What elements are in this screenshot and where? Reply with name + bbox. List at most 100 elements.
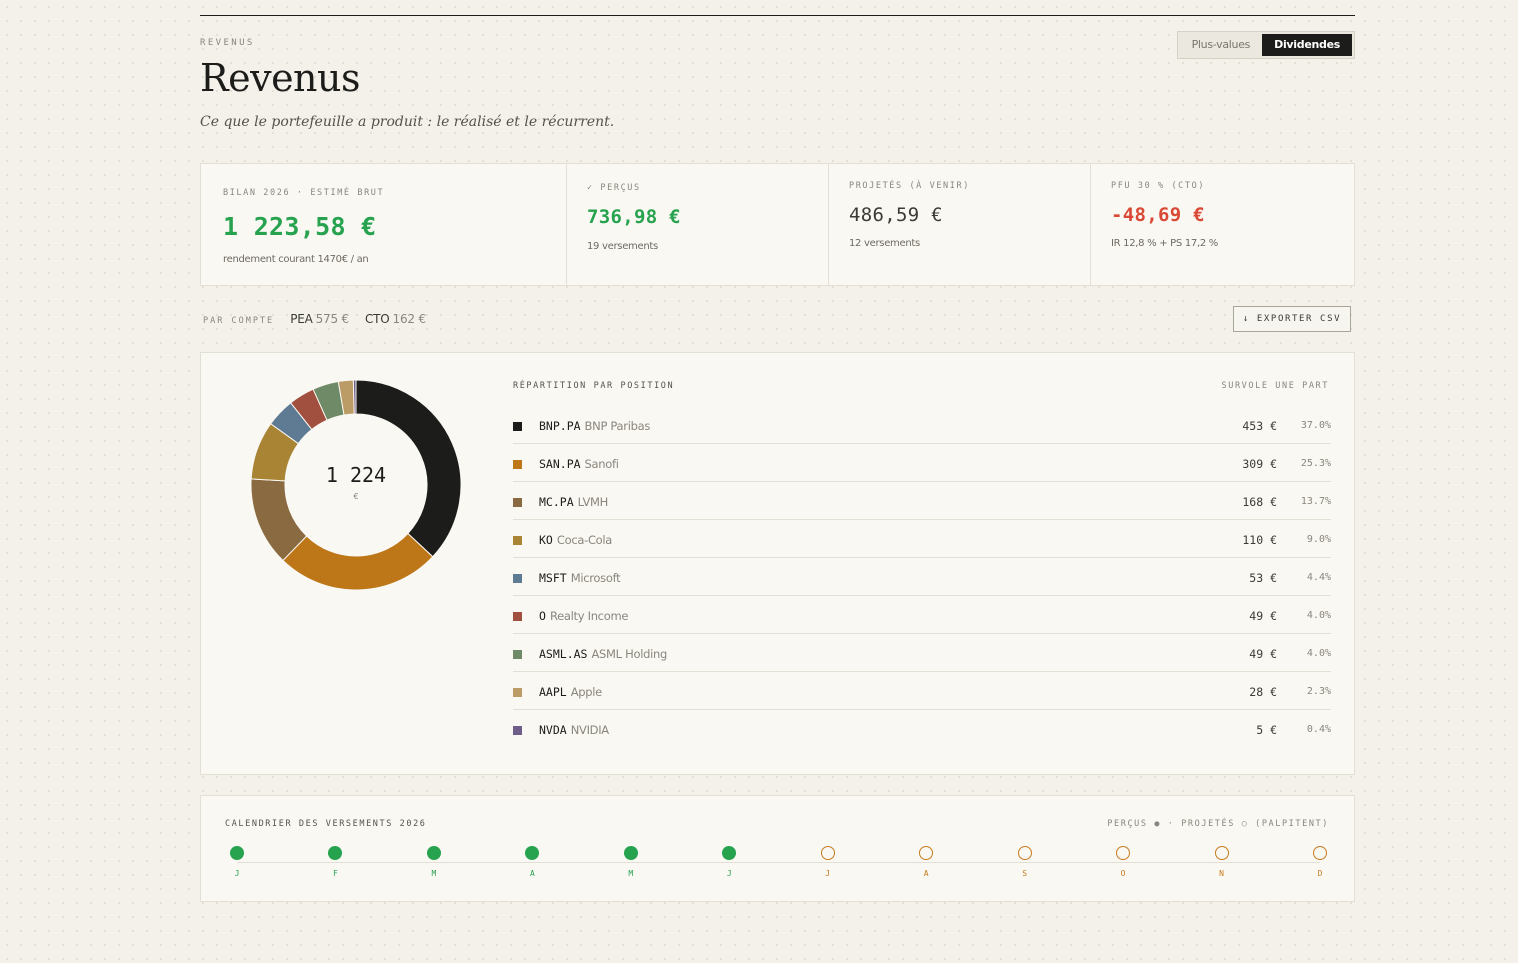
position-amount: 5 €	[1256, 723, 1277, 737]
position-name: Apple	[570, 685, 603, 699]
position-ticker: MSFT Microsoft	[539, 571, 621, 585]
position-pct: 13.7%	[1300, 496, 1331, 507]
account-pea[interactable]: PEA 575 €	[290, 312, 349, 326]
month-label: S	[1022, 869, 1028, 878]
calendar-line	[237, 862, 1320, 863]
position-amount: 453 €	[1242, 419, 1277, 433]
view-toggle: Plus-values Dividendes	[1176, 31, 1355, 59]
stat-label: PFU 30 % (CTO)	[1111, 181, 1206, 191]
account-cto[interactable]: CTO 162 €	[365, 312, 426, 326]
calendar-month[interactable]: N	[1202, 846, 1242, 878]
position-row[interactable]: AAPL Apple 28 € 2.3%	[513, 672, 1331, 710]
position-row[interactable]: KO Coca-Cola 110 € 9.0%	[513, 520, 1331, 558]
donut-unit: €	[353, 492, 359, 501]
account-amount: 162 €	[392, 312, 427, 326]
position-swatch	[513, 688, 522, 697]
stat-pfu: PFU 30 % (CTO) -48,69 € IR 12,8 % + PS 1…	[1091, 164, 1354, 285]
position-amount: 53 €	[1249, 571, 1277, 585]
stat-sub: 19 versements	[587, 241, 658, 252]
position-row[interactable]: MSFT Microsoft 53 € 4.4%	[513, 558, 1331, 596]
position-name: Realty Income	[549, 609, 629, 623]
position-swatch	[513, 650, 522, 659]
calendar-panel: CALENDRIER DES VERSEMENTS 2026 PERÇUS ● …	[200, 795, 1355, 902]
donut-slice[interactable]	[282, 532, 434, 591]
by-account: PAR COMPTE PEA 575 € CTO 162 €	[203, 312, 442, 326]
projected-dot-icon	[1214, 846, 1229, 860]
position-pct: 4.0%	[1306, 648, 1331, 659]
stat-value: 486,59 €	[849, 204, 943, 226]
calendar-month[interactable]: S	[1005, 846, 1045, 878]
paid-dot-icon	[623, 846, 638, 860]
repartition-hint: SURVOLE UNE PART	[1221, 381, 1329, 391]
calendar-month[interactable]: A	[906, 846, 946, 878]
account-name: CTO	[364, 312, 390, 326]
position-row[interactable]: ASML.AS ASML Holding 49 € 4.0%	[513, 634, 1331, 672]
stat-value: 1 223,58 €	[223, 212, 377, 241]
stat-label: BILAN 2026 · ESTIMÉ BRUT	[223, 188, 385, 198]
toggle-plus-values[interactable]: Plus-values	[1191, 38, 1251, 51]
position-pct: 37.0%	[1300, 420, 1331, 431]
paid-dot-icon	[722, 846, 737, 860]
position-amount: 49 €	[1249, 647, 1277, 661]
toggle-dividendes[interactable]: Dividendes	[1262, 34, 1352, 56]
position-swatch	[513, 574, 522, 583]
position-row[interactable]: MC.PA LVMH 168 € 13.7%	[513, 482, 1331, 520]
page-eyebrow: REVENUS	[200, 38, 255, 48]
stats-summary: BILAN 2026 · ESTIMÉ BRUT 1 223,58 € rend…	[200, 163, 1355, 286]
donut-chart	[250, 379, 462, 591]
position-swatch	[513, 536, 522, 545]
position-ticker: MC.PA LVMH	[539, 495, 609, 509]
calendar-month[interactable]: M	[414, 846, 454, 878]
stat-bilan: BILAN 2026 · ESTIMÉ BRUT 1 223,58 € rend…	[201, 164, 567, 285]
by-account-label: PAR COMPTE	[203, 316, 275, 326]
position-pct: 4.0%	[1306, 610, 1331, 621]
export-csv-button[interactable]: ↓ EXPORTER CSV	[1233, 306, 1351, 332]
position-row[interactable]: O Realty Income 49 € 4.0%	[513, 596, 1331, 634]
month-label: J	[726, 869, 732, 878]
position-swatch	[513, 612, 522, 621]
position-pct: 2.3%	[1306, 686, 1331, 697]
projected-dot-icon	[820, 846, 835, 860]
position-row[interactable]: BNP.PA BNP Paribas 453 € 37.0%	[513, 406, 1331, 444]
position-row[interactable]: SAN.PA Sanofi 309 € 25.3%	[513, 444, 1331, 482]
position-list: BNP.PA BNP Paribas 453 € 37.0% SAN.PA Sanofi 3…	[513, 406, 1331, 748]
account-amount: 575 €	[315, 312, 350, 326]
repartition-title: RÉPARTITION PAR POSITION	[513, 381, 675, 391]
position-row[interactable]: NVDA NVIDIA 5 € 0.4%	[513, 710, 1331, 748]
month-label: A	[529, 869, 535, 878]
page-subtitle: Ce que le portefeuille a produit : le ré…	[200, 114, 615, 130]
stat-sub: 12 versements	[849, 238, 920, 249]
position-name: LVMH	[577, 495, 609, 509]
month-label: M	[431, 869, 437, 878]
month-label: J	[234, 869, 240, 878]
position-pct: 0.4%	[1306, 724, 1331, 735]
position-ticker: ASML.AS ASML Holding	[539, 647, 667, 661]
position-amount: 168 €	[1242, 495, 1277, 509]
calendar-month[interactable]: J	[709, 846, 749, 878]
position-ticker: AAPL Apple	[539, 685, 602, 699]
month-label: N	[1219, 869, 1224, 878]
page-title: Revenus	[200, 56, 361, 100]
position-swatch	[513, 498, 522, 507]
position-ticker: KO Coca-Cola	[539, 533, 613, 547]
position-pct: 25.3%	[1300, 458, 1331, 469]
calendar-month[interactable]: J	[808, 846, 848, 878]
position-ticker: O Realty Income	[539, 609, 629, 623]
calendar-month[interactable]: M	[611, 846, 651, 878]
position-pct: 9.0%	[1306, 534, 1331, 545]
donut-slice[interactable]	[352, 379, 357, 415]
position-name: Microsoft	[570, 571, 621, 585]
projected-dot-icon	[1116, 846, 1131, 860]
calendar-month[interactable]: F	[315, 846, 355, 878]
calendar-month[interactable]: J	[217, 846, 257, 878]
month-label: O	[1120, 869, 1126, 878]
donut-total: 1 224	[325, 463, 387, 487]
position-name: BNP Paribas	[584, 419, 651, 433]
stat-sub: rendement courant 1470€ / an	[223, 254, 369, 265]
calendar-month[interactable]: O	[1103, 846, 1143, 878]
calendar-month[interactable]: D	[1300, 846, 1340, 878]
donut-slice[interactable]	[355, 379, 462, 558]
month-label: A	[923, 869, 929, 878]
calendar-month[interactable]: A	[512, 846, 552, 878]
stat-label: PROJETÉS (À VENIR)	[849, 181, 970, 191]
